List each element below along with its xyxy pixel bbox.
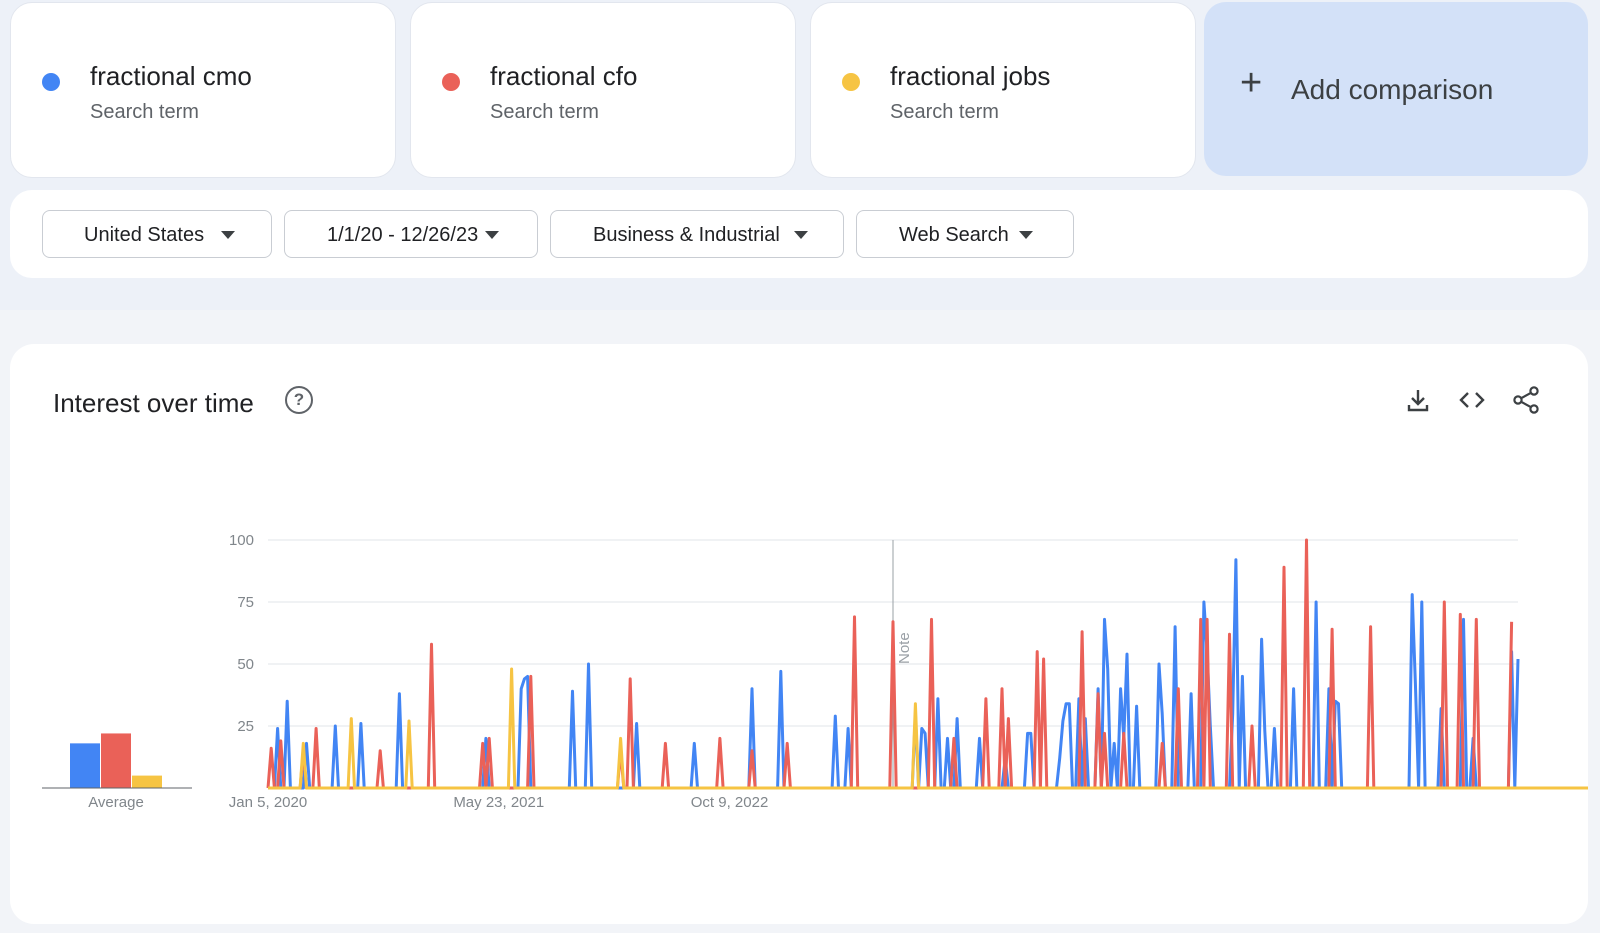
plus-icon: +: [1240, 62, 1263, 104]
category-dropdown[interactable]: Business & Industrial: [550, 210, 844, 258]
term-card-cfo[interactable]: fractional cfo Search term: [410, 2, 796, 178]
caret-down-icon: [221, 231, 235, 239]
interest-chart: Average 25 50 75 100 Note Jan 5, 2020 May 23, …: [42, 532, 1588, 811]
series-color-dot: [442, 73, 460, 91]
note-label[interactable]: Note: [896, 632, 913, 664]
interest-over-time-card: Interest over time ? Average 25 50 75 100 No…: [10, 344, 1588, 924]
embed-icon[interactable]: [1456, 384, 1488, 416]
add-comparison-label: Add comparison: [1291, 74, 1494, 105]
filter-bar: United States 1/1/20 - 12/26/23 Business…: [10, 190, 1588, 278]
series-line-2[interactable]: [268, 667, 1588, 790]
search-type-dropdown[interactable]: Web Search: [856, 210, 1074, 258]
series-color-dot: [842, 73, 860, 91]
term-card-jobs[interactable]: fractional jobs Search term: [810, 2, 1196, 178]
search-type-value: Web Search: [899, 224, 1009, 246]
help-icon[interactable]: ?: [285, 386, 313, 414]
series-color-dot: [42, 73, 60, 91]
average-bar: [101, 733, 131, 788]
caret-down-icon: [1019, 231, 1033, 239]
y-tick-label: 75: [237, 594, 254, 611]
share-icon[interactable]: [1510, 384, 1542, 416]
average-label: Average: [88, 794, 144, 811]
add-comparison-button[interactable]: + Add comparison: [1204, 2, 1588, 176]
region-dropdown[interactable]: United States: [42, 210, 272, 258]
term-name: fractional jobs: [890, 61, 1051, 91]
y-tick-label: 100: [229, 532, 254, 549]
term-name: fractional cfo: [490, 61, 638, 91]
chart-title: Interest over time: [53, 388, 254, 418]
term-name: fractional cmo: [90, 61, 252, 91]
term-type: Search term: [90, 101, 199, 123]
average-bar: [70, 743, 100, 788]
term-card-cmo[interactable]: fractional cmo Search term: [10, 2, 396, 178]
x-tick-label: Oct 9, 2022: [691, 794, 769, 811]
caret-down-icon: [794, 231, 808, 239]
y-tick-label: 50: [237, 656, 254, 673]
date-range-value: 1/1/20 - 12/26/23: [327, 224, 479, 246]
term-type: Search term: [490, 101, 599, 123]
region-value: United States: [84, 224, 205, 246]
y-tick-label: 25: [237, 718, 254, 735]
x-tick-label: May 23, 2021: [453, 794, 544, 811]
x-tick-label: Jan 5, 2020: [229, 794, 307, 811]
category-value: Business & Industrial: [593, 224, 780, 246]
download-icon[interactable]: [1402, 384, 1434, 416]
term-type: Search term: [890, 101, 999, 123]
date-range-dropdown[interactable]: 1/1/20 - 12/26/23: [284, 210, 538, 258]
average-bar: [132, 775, 162, 788]
caret-down-icon: [485, 231, 499, 239]
